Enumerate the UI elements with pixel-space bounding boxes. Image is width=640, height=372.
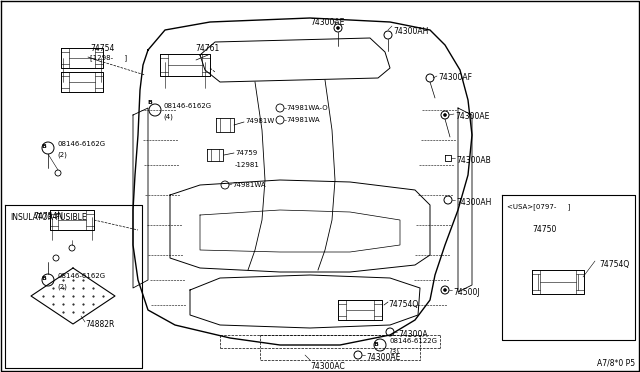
Text: 74754N: 74754N (33, 212, 63, 221)
Text: 74300AC: 74300AC (310, 362, 345, 371)
Text: A7/8*0 P5: A7/8*0 P5 (597, 358, 635, 367)
Text: 74300AE: 74300AE (455, 112, 490, 121)
Text: (4): (4) (163, 114, 173, 120)
Text: 74300AB: 74300AB (456, 156, 491, 165)
Text: 74981WA-O: 74981WA-O (286, 105, 328, 111)
Text: (2): (2) (57, 284, 67, 290)
Text: 74981WA: 74981WA (286, 117, 319, 123)
Text: 74981W: 74981W (245, 118, 275, 124)
Circle shape (337, 26, 339, 29)
Text: 08146-6162G: 08146-6162G (57, 273, 105, 279)
Text: (3): (3) (389, 349, 399, 355)
Text: 74759: 74759 (235, 150, 257, 156)
Text: 74882R: 74882R (85, 320, 115, 329)
Text: 74981WA: 74981WA (232, 182, 266, 188)
Text: 74754Q: 74754Q (600, 260, 630, 269)
Text: 08146-6122G: 08146-6122G (389, 338, 437, 344)
Text: -12981: -12981 (235, 162, 260, 168)
Text: 08146-6162G: 08146-6162G (57, 141, 105, 147)
Text: 74300AF: 74300AF (438, 73, 472, 82)
Text: INSULATOR-FUSIBLE: INSULATOR-FUSIBLE (10, 213, 86, 222)
Text: 74754: 74754 (90, 44, 115, 53)
Text: 74754Q: 74754Q (388, 300, 419, 309)
Circle shape (444, 289, 447, 292)
Text: B: B (374, 341, 378, 346)
Text: B: B (42, 276, 47, 282)
Text: 74300A: 74300A (398, 330, 428, 339)
Text: 74300AE: 74300AE (310, 18, 344, 27)
Text: 74300AE: 74300AE (366, 353, 401, 362)
Text: B: B (148, 99, 152, 105)
Circle shape (444, 113, 447, 116)
Text: B: B (42, 144, 47, 150)
Text: (2): (2) (57, 152, 67, 158)
Text: 74750: 74750 (532, 225, 556, 234)
Text: 74500J: 74500J (453, 288, 479, 297)
Text: 08146-6162G: 08146-6162G (163, 103, 211, 109)
Text: 74300AH: 74300AH (393, 27, 428, 36)
Text: 74761: 74761 (195, 44, 220, 53)
Text: 74300AH: 74300AH (456, 198, 492, 207)
Text: [1298-     ]: [1298- ] (90, 54, 127, 61)
Text: <USA>[0797-     ]: <USA>[0797- ] (507, 203, 570, 210)
